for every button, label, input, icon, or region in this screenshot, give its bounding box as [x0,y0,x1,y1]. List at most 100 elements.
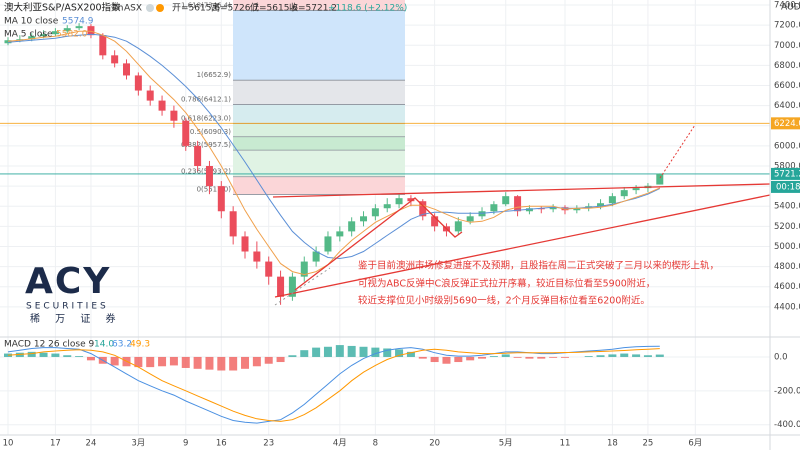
countdown-box [771,180,800,193]
candle-body [99,35,107,56]
candle-body [217,186,225,212]
macd-histogram [264,356,273,364]
candle-body [229,211,237,237]
macd-histogram [596,355,605,357]
fib-label: 0.618(6223.0) [181,114,231,122]
y-tick-label: 6400.0 [774,101,800,111]
macd-tick-label: -200.0 [774,386,800,396]
macd-histogram [335,345,344,357]
fib-band [233,10,405,81]
macd-histogram [288,355,297,357]
macd-histogram [110,356,119,366]
y-tick-label: 5800.0 [774,161,800,171]
candle-body [170,110,178,121]
countdown: 00:18 [776,182,800,192]
d-icon[interactable] [156,4,164,12]
candle-body [288,276,296,297]
x-tick-label: 6月 [688,439,702,449]
price-label-box [771,117,800,130]
x-tick-label: 20 [429,439,440,449]
drawings [272,124,771,306]
macd-histogram [454,356,463,363]
macd-histogram [655,354,664,357]
y-tick-label: 5200.0 [774,222,800,232]
candle-body [514,196,522,212]
macd-histogram [442,356,451,364]
candle-body [4,40,12,44]
ohlc-change: +118.6 (+2.12%) [328,4,407,14]
target-path [659,124,696,179]
macd-histogram [252,356,261,367]
candle-body [525,208,533,212]
price-axis: 4400.04600.04800.05000.05200.05400.05600… [3,1,800,449]
macd-histogram [181,356,190,368]
macd-histogram [632,354,641,357]
x-tick-label: 18 [607,439,618,449]
fib-band [233,136,405,151]
y-tick-label: 6800.0 [774,61,800,71]
candle-body [277,276,285,297]
macd-histogram [86,356,95,361]
x-tick-label: 17 [50,439,61,449]
annotation: 较近支撑位见小时级别5690一线，2个月反弹目标位看至6200附近。 [358,295,650,307]
candle-body [146,90,154,101]
annotation: 鉴于目前澳洲市场修复进度不及预期，且股指在周二正式突破了三月以来的楔形上轨， [358,260,719,272]
currency: AUD [781,3,800,13]
candle-body [407,198,415,202]
candle-body [537,208,545,210]
abc-wave [294,197,463,291]
macd-histogram [27,351,36,357]
signal-value: 49.3 [130,340,150,350]
x-tick-label: 24 [86,439,97,449]
macd-histogram [347,345,356,357]
macd-histogram [75,356,84,357]
macd-histogram [51,353,60,357]
macd-tick-label: -400.0 [774,420,800,430]
candle-body [431,216,439,227]
candle-body [241,236,249,252]
candle-body [549,207,557,210]
candle-body [205,165,213,187]
macd-histogram [608,354,617,357]
candle-body [632,188,640,191]
x-tick-label: 3月 [131,439,145,449]
x-tick-label: 10 [3,439,14,449]
y-tick-label: 6000.0 [774,141,800,151]
candle-body [312,251,320,262]
candle-body [419,201,427,217]
candle-body [300,261,308,277]
macd-hist-value: 14.0 [94,340,114,350]
y-tick-label: 4800.0 [774,262,800,272]
macd-histogram [525,356,534,359]
macd-histogram [158,356,167,367]
fib-label: 1.618(7346.4) [181,1,231,9]
y-tick-label: 6600.0 [774,81,800,91]
eye-icon[interactable] [146,4,154,12]
ma5-label: MA 5 close [4,30,53,40]
candle-body [253,251,261,262]
macd-histogram [489,356,498,357]
candle-body [158,100,166,111]
candle-body [75,26,83,29]
fib-band [233,80,405,105]
macd-histogram [241,356,250,369]
macd-histogram [371,347,380,357]
candle-body [182,120,190,146]
fib-label: 0(5517.0) [197,185,232,193]
candle-body [111,55,119,64]
y-tick-label: 4400.0 [774,302,800,312]
x-tick-label: 11 [560,439,571,449]
macd-histogram [430,356,439,363]
trend-dotted [274,267,331,306]
candle-body [265,261,273,277]
macd-tick-label: 0.0 [774,352,788,362]
ohlc-close: 收=5721.2 [289,2,337,14]
macd-histogram [300,350,309,357]
candle-body [656,173,664,185]
macd-histogram [39,352,48,357]
exchange: ASX [124,4,142,14]
macd-pane [3,345,664,424]
macd-histogram [276,356,285,363]
macd-histogram [513,356,522,358]
macd-histogram [193,356,202,369]
